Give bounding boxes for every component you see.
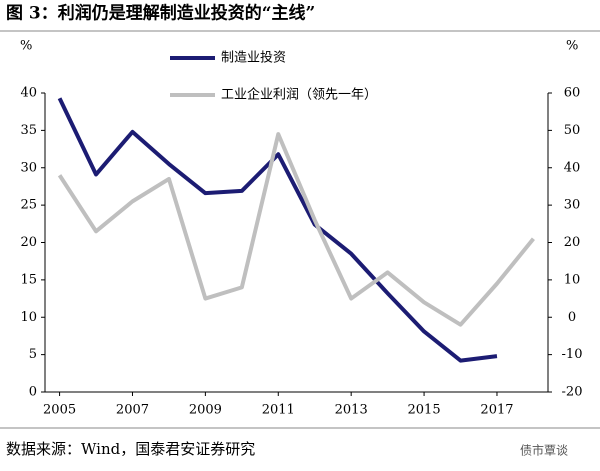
y2-tick-label: 50 [564, 123, 581, 138]
y-tick-label: 5 [29, 347, 37, 362]
x-tick-label: 2017 [480, 403, 513, 418]
y2-axis-label: % [566, 39, 578, 54]
series-line [57, 132, 535, 327]
y-tick-label: 40 [20, 86, 37, 101]
legend-label: 制造业投资 [221, 50, 286, 66]
y2-tick-label: 30 [564, 198, 581, 213]
y2-tick-label: 20 [564, 235, 581, 250]
x-tick-label: 2015 [408, 403, 441, 418]
x-tick-label: 2009 [189, 403, 222, 418]
y-tick-label: 20 [20, 235, 37, 250]
series-line [57, 97, 498, 363]
y-tick-label: 30 [20, 160, 37, 175]
y-tick-label: 35 [20, 123, 37, 138]
watermark: 债市覃谈 [520, 443, 568, 458]
y-axis-label: % [20, 39, 32, 54]
x-tick-label: 2011 [262, 403, 295, 418]
x-tick-label: 2013 [335, 403, 368, 418]
y2-tick-label: 0 [568, 310, 576, 325]
y-tick-label: 25 [20, 198, 37, 213]
y-tick-label: 10 [20, 310, 37, 325]
y2-tick-label: 10 [564, 272, 581, 287]
y2-tick-label: 40 [564, 160, 581, 175]
y-tick-label: 15 [20, 272, 37, 287]
x-tick-label: 2005 [43, 403, 76, 418]
y2-tick-label: -10 [562, 347, 583, 362]
y2-tick-label: -20 [562, 385, 583, 400]
source: 数据来源：Wind，国泰君安证券研究 [6, 440, 255, 458]
y-tick-label: 0 [29, 385, 37, 400]
legend-label: 工业企业利润（领先一年） [221, 87, 377, 103]
y2-tick-label: 60 [564, 86, 581, 101]
x-tick-label: 2007 [116, 403, 149, 418]
chart-title: 图 3：利润仍是理解制造业投资的“主线” [6, 3, 315, 24]
